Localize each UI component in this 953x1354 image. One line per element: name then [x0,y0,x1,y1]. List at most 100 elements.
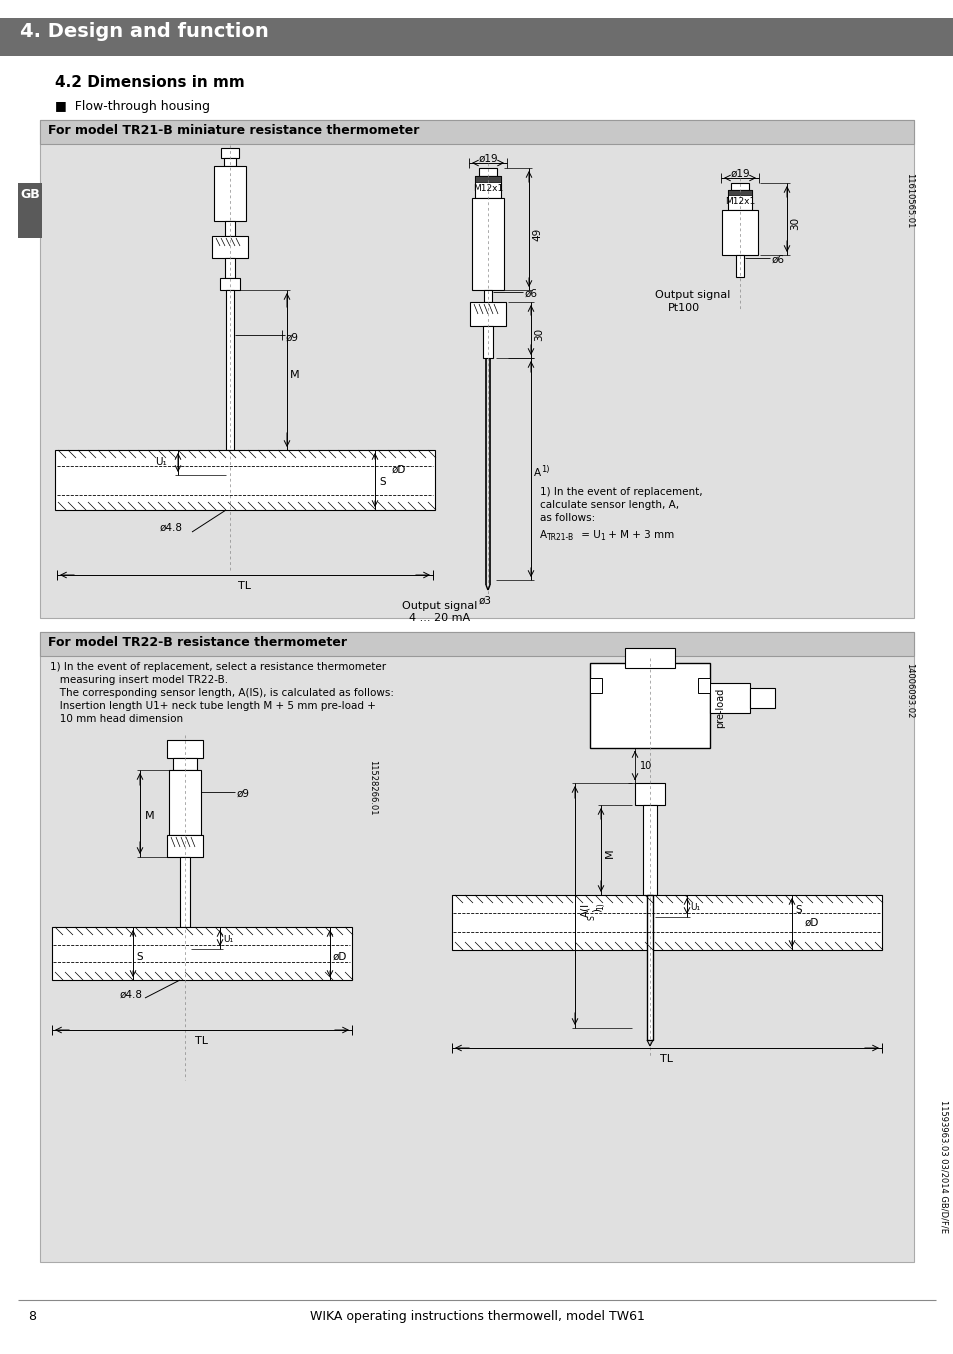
Bar [18,183,42,238]
Text: ø9: ø9 [286,333,298,343]
Bar [709,682,749,714]
Text: A(I: A(I [579,903,589,917]
Bar [220,278,240,290]
Text: 11610565.01: 11610565.01 [904,173,913,229]
Text: M12x1: M12x1 [724,196,755,206]
Text: Output signal: Output signal [402,601,477,611]
Text: øD: øD [392,464,406,475]
Text: S: S [794,904,801,915]
Text: 1): 1) [596,902,604,910]
Text: ø6: ø6 [524,288,537,299]
Bar [226,290,233,450]
Bar [169,770,201,835]
Text: 1) In the event of replacement,: 1) In the event of replacement, [539,487,702,497]
Text: TL: TL [195,1036,209,1047]
Bar [589,678,601,693]
Text: 1) In the event of replacement, select a resistance thermometer: 1) In the event of replacement, select a… [50,662,386,672]
Text: øD: øD [333,952,347,961]
Text: S: S [587,915,597,921]
Text: For model TR21-B miniature resistance thermometer: For model TR21-B miniature resistance th… [48,125,419,137]
Bar [646,895,652,1040]
Text: øD: øD [804,918,819,927]
Text: ø3: ø3 [478,596,491,607]
Text: 4.2 Dimensions in mm: 4.2 Dimensions in mm [55,74,245,89]
Text: TL: TL [659,1053,673,1064]
Bar [55,450,435,510]
Bar [452,895,882,951]
Bar [40,632,913,1262]
Bar [475,176,500,181]
Bar [698,678,709,693]
Bar [167,835,203,857]
Text: 10: 10 [639,761,652,770]
Text: 49: 49 [532,227,541,241]
Text: ): ) [592,909,601,913]
Bar [225,221,234,236]
Bar [180,857,190,927]
Text: + M + 3 mm: + M + 3 mm [604,529,674,540]
Text: A: A [539,529,547,540]
Text: Output signal: Output signal [655,290,730,301]
Text: Insertion length U1+ neck tube length M + 5 mm pre-load +: Insertion length U1+ neck tube length M … [50,701,375,711]
Bar [167,741,203,758]
Bar [40,121,913,144]
Bar [624,649,675,668]
Bar [40,632,913,655]
Text: M: M [145,811,154,821]
Bar [475,176,500,198]
Text: ■  Flow-through housing: ■ Flow-through housing [55,100,210,112]
Text: 4. Design and function: 4. Design and function [20,22,269,41]
Bar [225,259,234,278]
Text: Pt100: Pt100 [667,303,700,313]
Text: The corresponding sensor length, A(IS), is calculated as follows:: The corresponding sensor length, A(IS), … [50,688,394,699]
Text: U₁: U₁ [689,903,700,913]
Text: 30: 30 [789,217,800,230]
Text: U₁: U₁ [154,458,167,467]
Text: ø4.8: ø4.8 [160,523,183,533]
Text: ø6: ø6 [771,255,784,265]
Bar [52,927,352,980]
Bar [735,255,743,278]
Text: A: A [534,468,540,478]
Text: WIKA operating instructions thermowell, model TW61: WIKA operating instructions thermowell, … [309,1311,644,1323]
Bar [470,302,505,326]
Text: = U: = U [578,529,600,540]
Text: pre-load: pre-load [714,688,724,728]
Bar [642,806,657,895]
Text: 11593963.03 03/2014 GB/D/F/E: 11593963.03 03/2014 GB/D/F/E [939,1099,948,1233]
Text: 1: 1 [599,533,604,542]
Bar [40,121,913,617]
Bar [212,236,248,259]
Text: TR21-B: TR21-B [546,533,574,542]
Bar [483,290,492,302]
Text: For model TR22-B resistance thermometer: For model TR22-B resistance thermometer [48,636,347,649]
Bar [635,783,664,806]
Text: U₁: U₁ [223,936,233,945]
Bar [730,183,748,190]
Text: M: M [290,370,299,380]
Text: ø19: ø19 [729,169,749,179]
Text: 1): 1) [540,466,549,474]
Bar [0,18,953,56]
Text: M12x1: M12x1 [473,184,502,194]
Text: ø9: ø9 [236,789,250,799]
Bar [482,326,493,357]
Text: ø19: ø19 [477,154,497,164]
Text: ø4.8: ø4.8 [120,990,143,1001]
Bar [721,210,758,255]
Bar [727,190,751,210]
Bar [472,198,503,290]
Text: TL: TL [238,581,252,590]
Text: 11528266.01: 11528266.01 [368,760,376,815]
Bar [727,190,751,195]
Text: as follows:: as follows: [539,513,595,523]
Text: measuring insert model TR22-B.: measuring insert model TR22-B. [50,676,228,685]
Bar [478,168,497,176]
Bar [172,758,196,770]
Bar [749,688,774,708]
Bar [213,167,246,221]
Text: M: M [604,848,615,858]
Bar [224,158,235,167]
Bar [589,663,709,747]
Bar [221,148,239,158]
